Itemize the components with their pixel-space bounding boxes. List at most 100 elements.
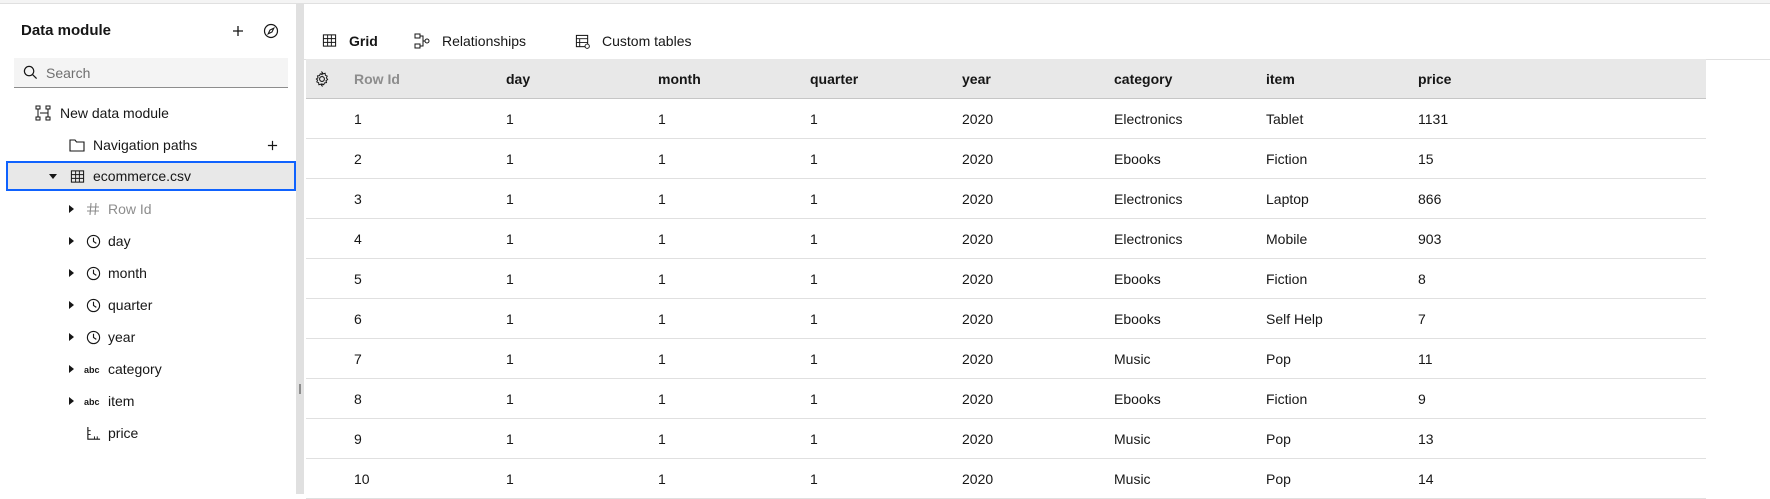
tab-relationships[interactable]: Relationships [398,22,542,60]
tree-item-navigation-paths[interactable]: Navigation paths [8,130,296,160]
cell-month: 1 [658,471,666,487]
cell-item: Fiction [1266,271,1308,287]
table-row[interactable]: 3 1 1 1 2020 Electronics Laptop 866 [306,179,1706,219]
cell-quarter: 1 [810,151,818,167]
tab-custom-tables[interactable]: Custom tables [558,22,707,60]
measure-icon [84,424,102,442]
cell-day: 1 [506,391,514,407]
caret-right-icon[interactable] [64,394,78,408]
cell-month: 1 [658,111,666,127]
explore-button[interactable] [258,18,284,44]
add-button[interactable] [225,18,251,44]
tree-item-table[interactable]: ecommerce.csv [6,161,296,191]
add-navigation-path-button[interactable] [262,135,282,155]
cell-day: 1 [506,431,514,447]
cell-category: Electronics [1114,191,1183,207]
cell-year: 2020 [962,151,994,167]
table-row[interactable]: 10 1 1 1 2020 Music Pop 14 [306,459,1706,499]
svg-text:abc: abc [84,397,100,407]
column-header-row-id[interactable]: Row Id [354,71,400,87]
column-header-item[interactable]: item [1266,71,1295,87]
tab-grid[interactable]: Grid [306,22,392,61]
tree-item-label: item [108,393,135,409]
panel-title: Data module [21,22,112,39]
cell-quarter: 1 [810,231,818,247]
table-row[interactable]: 7 1 1 1 2020 Music Pop 11 [306,339,1706,379]
cell-quarter: 1 [810,351,818,367]
grid-header-row: Row Id day month quarter year category i… [306,59,1706,99]
cell-quarter: 1 [810,471,818,487]
clock-icon [84,264,102,282]
cell-year: 2020 [962,111,994,127]
data-module-panel: Data module New data module Navigation p… [0,4,296,494]
tree-item-column-category[interactable]: abc category [8,354,296,384]
relationships-icon [414,33,430,49]
caret-right-icon[interactable] [64,234,78,248]
cell-day: 1 [506,351,514,367]
table-row[interactable]: 2 1 1 1 2020 Ebooks Fiction 15 [306,139,1706,179]
tree-item-column-price[interactable]: price [8,418,296,448]
folder-icon [68,136,86,154]
table-row[interactable]: 5 1 1 1 2020 Ebooks Fiction 8 [306,259,1706,299]
text-abc-icon: abc [84,360,102,378]
cell-item: Laptop [1266,191,1309,207]
cell-price: 7 [1418,311,1426,327]
panel-header: Data module [0,4,296,56]
cell-price: 15 [1418,151,1434,167]
cell-quarter: 1 [810,191,818,207]
cell-quarter: 1 [810,271,818,287]
cell-month: 1 [658,191,666,207]
cell-category: Electronics [1114,231,1183,247]
column-header-day[interactable]: day [506,71,531,87]
cell-item: Mobile [1266,231,1308,247]
caret-right-icon[interactable] [64,330,78,344]
cell-row-id: 9 [354,431,362,447]
column-header-price[interactable]: price [1418,71,1452,87]
tree-item-column-month[interactable]: month [8,258,296,288]
cell-month: 1 [658,271,666,287]
caret-right-icon[interactable] [64,266,78,280]
tree-item-module[interactable]: New data module [8,98,296,128]
tree-item-column-item[interactable]: abc item [8,386,296,416]
search-input[interactable] [46,58,288,87]
plus-icon [233,26,243,36]
main-area: Grid Relationships Custom tables Row Id [304,4,1770,499]
clock-icon [84,232,102,250]
caret-right-icon[interactable] [64,298,78,312]
table-row[interactable]: 4 1 1 1 2020 Electronics Mobile 903 [306,219,1706,259]
cell-category: Music [1114,351,1151,367]
caret-down-icon[interactable] [46,169,60,183]
cell-item: Pop [1266,471,1291,487]
tree-item-column-day[interactable]: day [8,226,296,256]
column-header-category[interactable]: category [1114,71,1173,87]
cell-row-id: 6 [354,311,362,327]
caret-right-icon[interactable] [64,362,78,376]
tree-item-column-year[interactable]: year [8,322,296,352]
svg-text:abc: abc [84,365,100,375]
cell-price: 903 [1418,231,1442,247]
top-border [0,0,1770,4]
tree-item-label: ecommerce.csv [93,168,192,184]
panel-resize-handle[interactable] [296,4,304,494]
tree-item-column-row-id[interactable]: Row Id [8,194,296,224]
table-row[interactable]: 6 1 1 1 2020 Ebooks Self Help 7 [306,299,1706,339]
cell-month: 1 [658,431,666,447]
tree-item-label: New data module [60,105,169,121]
column-header-month[interactable]: month [658,71,701,87]
column-header-quarter[interactable]: quarter [810,71,859,87]
tree-item-column-quarter[interactable]: quarter [8,290,296,320]
cell-price: 866 [1418,191,1442,207]
column-header-year[interactable]: year [962,71,991,87]
table-row[interactable]: 1 1 1 1 2020 Electronics Tablet 1131 [306,99,1706,139]
cell-year: 2020 [962,431,994,447]
table-row[interactable]: 9 1 1 1 2020 Music Pop 13 [306,419,1706,459]
table-icon [322,33,337,49]
view-tabs: Grid Relationships Custom tables [304,22,1770,61]
cell-price: 1131 [1418,111,1449,127]
cell-price: 11 [1418,351,1433,367]
table-row[interactable]: 8 1 1 1 2020 Ebooks Fiction 9 [306,379,1706,419]
cell-row-id: 4 [354,231,362,247]
caret-right-icon[interactable] [64,202,78,216]
cell-quarter: 1 [810,431,818,447]
grid-settings-button[interactable] [312,69,332,89]
